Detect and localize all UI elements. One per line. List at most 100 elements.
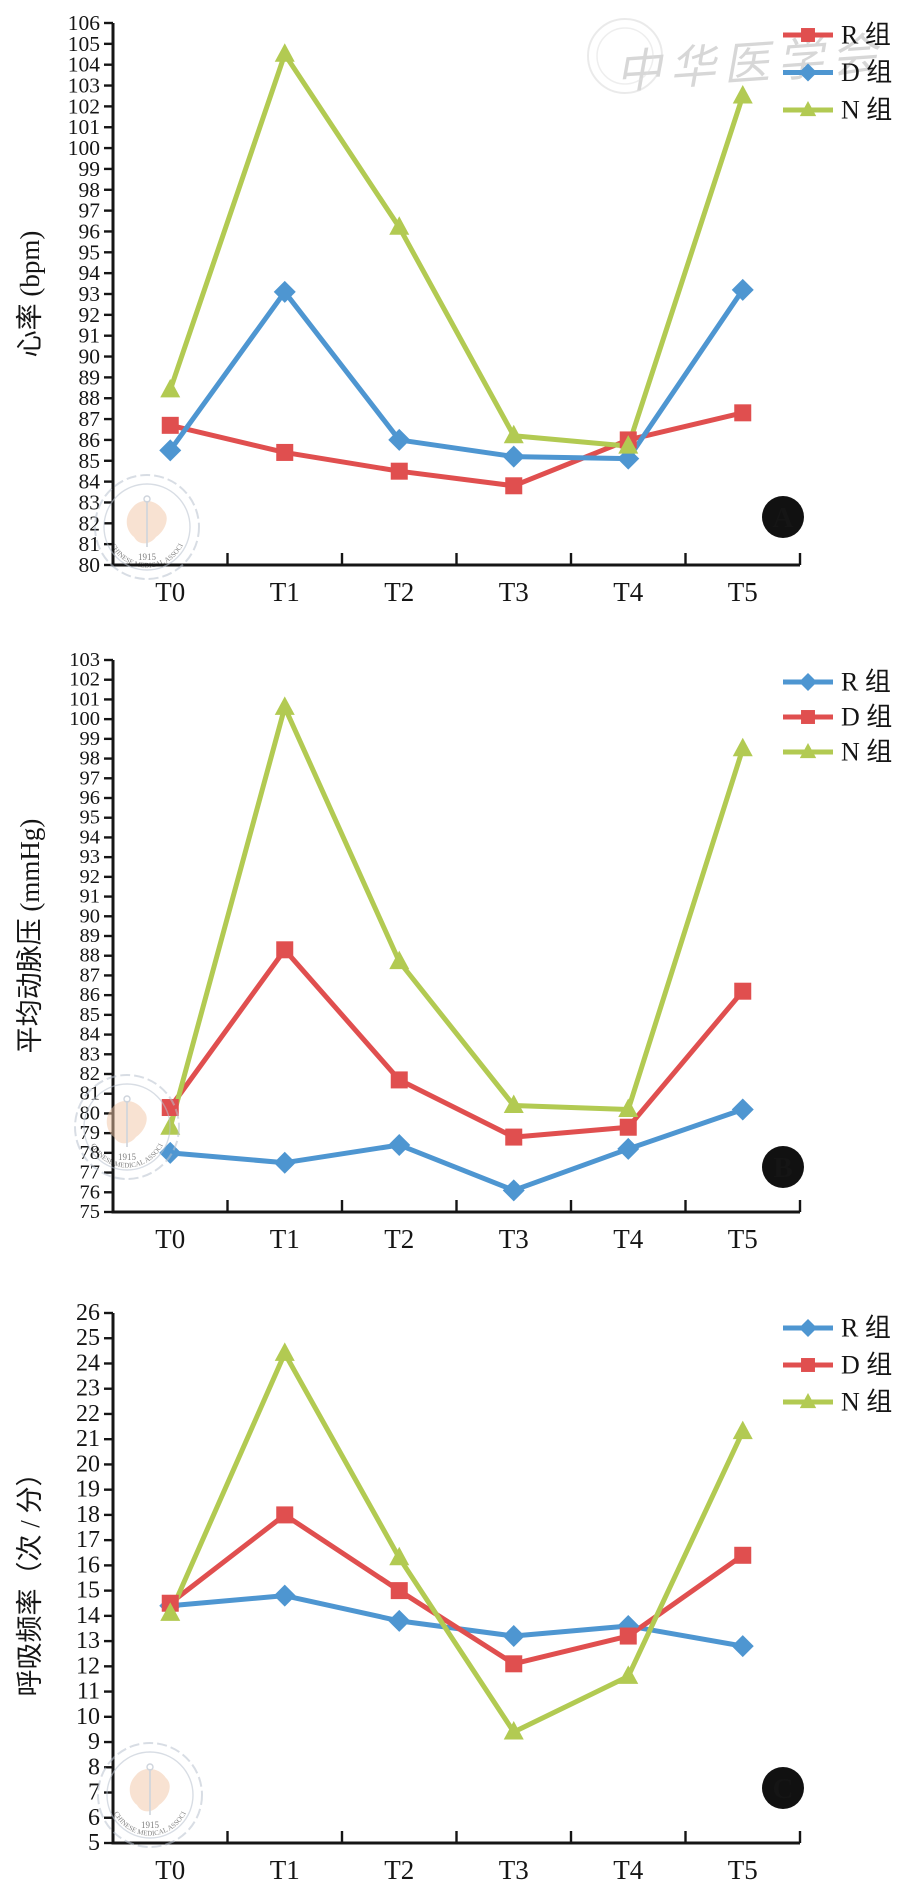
- chart-B: 7576777879808182838485868788899091929394…: [15, 649, 892, 1254]
- y-tick-label-A-102: 102: [68, 94, 100, 118]
- marker-A-d-t3: [502, 445, 525, 468]
- y-tick-label-A-93: 93: [79, 282, 101, 306]
- x-tick-label-B-t3: T3: [499, 1224, 529, 1254]
- marker-C-n-t3: [503, 1720, 524, 1740]
- marker-C-r-t5: [731, 1635, 754, 1658]
- marker-C-r-t3: [502, 1625, 525, 1648]
- legend-item-B-n: N 组: [783, 738, 892, 767]
- y-tick-label-C-11: 11: [77, 1679, 100, 1705]
- marker-B-n-t5: [732, 737, 753, 757]
- x-tick-label-C-t3: T3: [499, 1855, 529, 1885]
- legend-B: R 组 D 组 N 组: [783, 668, 892, 767]
- stamp-year-text: 1915: [118, 1152, 137, 1162]
- y-tick-label-C-10: 10: [76, 1704, 100, 1730]
- marker-B-r-t1: [273, 1151, 296, 1174]
- marker-B-d-t4: [619, 1118, 637, 1136]
- badge-letter-B: B: [773, 1152, 792, 1184]
- marker-B-r-t3: [502, 1179, 525, 1202]
- legend-item-B-r: R 组: [783, 668, 891, 697]
- marker-B-n-t2: [389, 950, 410, 970]
- marker-C-r-t1: [273, 1584, 296, 1607]
- y-tick-label-C-8: 8: [88, 1754, 100, 1780]
- y-tick-label-C-18: 18: [76, 1502, 100, 1528]
- y-tick-label-A-80: 80: [79, 553, 101, 577]
- y-tick-label-B-94: 94: [80, 826, 101, 848]
- y-tick-label-A-83: 83: [79, 490, 101, 514]
- y-tick-label-C-16: 16: [76, 1552, 100, 1578]
- badge-circle-A: [762, 496, 804, 538]
- x-tick-label-B-t1: T1: [270, 1224, 300, 1254]
- marker-C-d-t4: [619, 1627, 637, 1645]
- marker-B-n-t4: [618, 1098, 639, 1117]
- legend-item-A-n: N 组: [783, 96, 892, 125]
- chart-A: 8081828384858687888990919293949596979899…: [15, 11, 892, 607]
- marker-C-d-t5: [734, 1546, 752, 1564]
- stamp-outer-ring: [97, 1742, 203, 1848]
- marker-A-n-t0: [160, 378, 181, 398]
- y-tick-label-A-85: 85: [79, 449, 101, 473]
- x-tick-label-C-t5: T5: [728, 1855, 758, 1885]
- series-line-A-n: [167, 51, 746, 449]
- y-tick-label-B-98: 98: [80, 748, 101, 770]
- marker-B-r-t5: [731, 1098, 754, 1121]
- legend-marker-n-icon: [799, 100, 817, 117]
- series-line-B-r: [167, 1106, 746, 1193]
- stamp-staff-head: [143, 495, 151, 503]
- panel-badge-B: B: [762, 1146, 804, 1188]
- marker-B-r-t4: [617, 1137, 640, 1160]
- y-axis-title-A: 心率 (bpm): [15, 231, 45, 358]
- stamp-inner-ring: [106, 1751, 194, 1839]
- x-tick-label-B-t4: T4: [613, 1224, 643, 1254]
- y-tick-label-B-79: 79: [80, 1122, 101, 1144]
- journal-watermark-seal: [587, 18, 663, 94]
- marker-A-n-t5: [732, 84, 753, 104]
- stamp-year-text: 1915: [141, 1820, 160, 1830]
- y-tick-label-A-103: 103: [68, 74, 100, 98]
- y-tick-label-C-22: 22: [76, 1401, 100, 1427]
- marker-B-d-t5: [734, 982, 752, 1000]
- seal-inner-circle: [596, 27, 654, 85]
- stamp-year-text: 1915: [138, 552, 157, 562]
- y-tick-label-C-23: 23: [76, 1376, 100, 1402]
- y-tick-label-A-99: 99: [79, 157, 101, 181]
- y-tick-label-A-106: 106: [68, 11, 101, 35]
- y-tick-label-A-91: 91: [79, 324, 101, 348]
- y-tick-label-A-86: 86: [79, 428, 101, 452]
- legend-marker-r-icon: [798, 672, 818, 692]
- legend-label-d: D 组: [841, 1351, 892, 1380]
- y-tick-label-C-14: 14: [76, 1603, 100, 1629]
- badge-letter-C: C: [773, 1773, 794, 1805]
- marker-A-d-t1: [273, 280, 296, 303]
- marker-A-r-t0: [161, 416, 179, 434]
- stamp-outer-ring: [74, 1074, 180, 1180]
- y-tick-label-B-90: 90: [80, 905, 101, 927]
- y-tick-label-B-83: 83: [80, 1043, 101, 1065]
- y-tick-label-B-97: 97: [80, 767, 101, 789]
- marker-B-d-t0: [161, 1099, 179, 1117]
- y-tick-label-B-86: 86: [80, 984, 101, 1006]
- marker-C-n-t0: [160, 1602, 181, 1621]
- y-tick-label-B-75: 75: [80, 1201, 101, 1223]
- badge-letter-A: A: [773, 502, 794, 534]
- x-tick-label-A-t0: T0: [155, 577, 185, 607]
- x-tick-label-C-t1: T1: [270, 1855, 300, 1885]
- stamp-inner-ring: [83, 1083, 171, 1171]
- marker-C-d-t2: [390, 1582, 408, 1600]
- x-tick-label-C-t2: T2: [384, 1855, 414, 1885]
- legend-marker-d-icon: [801, 1358, 815, 1372]
- series-line-A-r: [167, 410, 746, 489]
- panel-badge-C: C: [762, 1767, 804, 1809]
- y-tick-label-A-96: 96: [79, 219, 101, 243]
- marker-C-r-t2: [388, 1609, 411, 1632]
- y-tick-label-A-94: 94: [79, 261, 101, 285]
- y-tick-label-B-95: 95: [80, 807, 101, 829]
- marker-A-r-t2: [390, 462, 408, 480]
- legend-label-n: N 组: [841, 1388, 892, 1417]
- seal-outer-circle: [587, 18, 663, 94]
- y-tick-label-B-85: 85: [80, 1004, 101, 1026]
- marker-C-n-t2: [389, 1546, 410, 1566]
- series-line-A-d: [167, 287, 746, 462]
- y-tick-label-C-25: 25: [76, 1325, 100, 1351]
